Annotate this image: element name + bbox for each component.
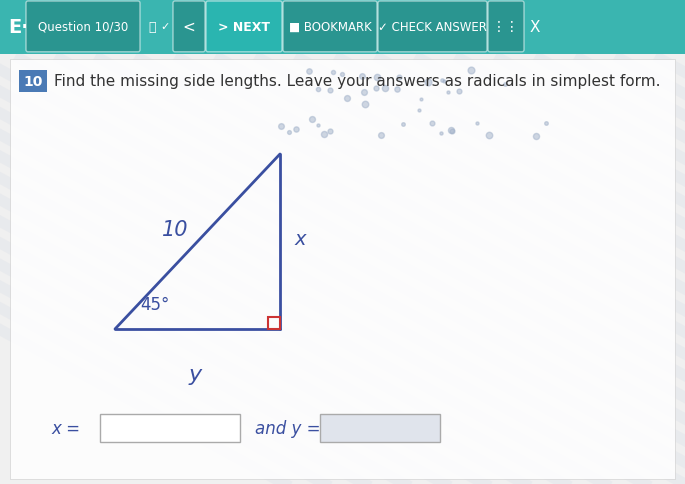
Text: ⓘ: ⓘ	[148, 21, 155, 34]
Bar	[268, 318, 280, 329]
Text: 10: 10	[23, 75, 42, 89]
Text: ⋮⋮: ⋮⋮	[492, 20, 520, 34]
Text: ✓: ✓	[160, 22, 170, 32]
Text: 45°: 45°	[140, 295, 170, 313]
Text: <: <	[183, 20, 195, 35]
Text: x =: x =	[51, 419, 80, 437]
Text: > NEXT: > NEXT	[218, 21, 270, 34]
Text: E·: E·	[8, 18, 29, 37]
Text: 10: 10	[162, 220, 188, 240]
Text: y: y	[188, 364, 201, 384]
Bar	[320, 414, 440, 442]
Text: ■ BOOKMARK: ■ BOOKMARK	[288, 21, 371, 34]
Text: X: X	[530, 20, 540, 35]
FancyBboxPatch shape	[173, 2, 205, 53]
Text: Question 10/30: Question 10/30	[38, 21, 128, 34]
FancyBboxPatch shape	[26, 2, 140, 53]
FancyBboxPatch shape	[378, 2, 487, 53]
Text: ✓ CHECK ANSWER: ✓ CHECK ANSWER	[377, 21, 486, 34]
Text: x: x	[295, 230, 306, 249]
FancyBboxPatch shape	[206, 2, 282, 53]
Bar	[0, 0, 685, 55]
Bar	[10, 60, 675, 479]
FancyBboxPatch shape	[283, 2, 377, 53]
Text: and y =: and y =	[255, 419, 321, 437]
Bar	[100, 414, 240, 442]
Text: Find the missing side lengths. Leave your answers as radicals in simplest form.: Find the missing side lengths. Leave you…	[54, 74, 660, 89]
FancyBboxPatch shape	[19, 71, 47, 92]
FancyBboxPatch shape	[488, 2, 524, 53]
